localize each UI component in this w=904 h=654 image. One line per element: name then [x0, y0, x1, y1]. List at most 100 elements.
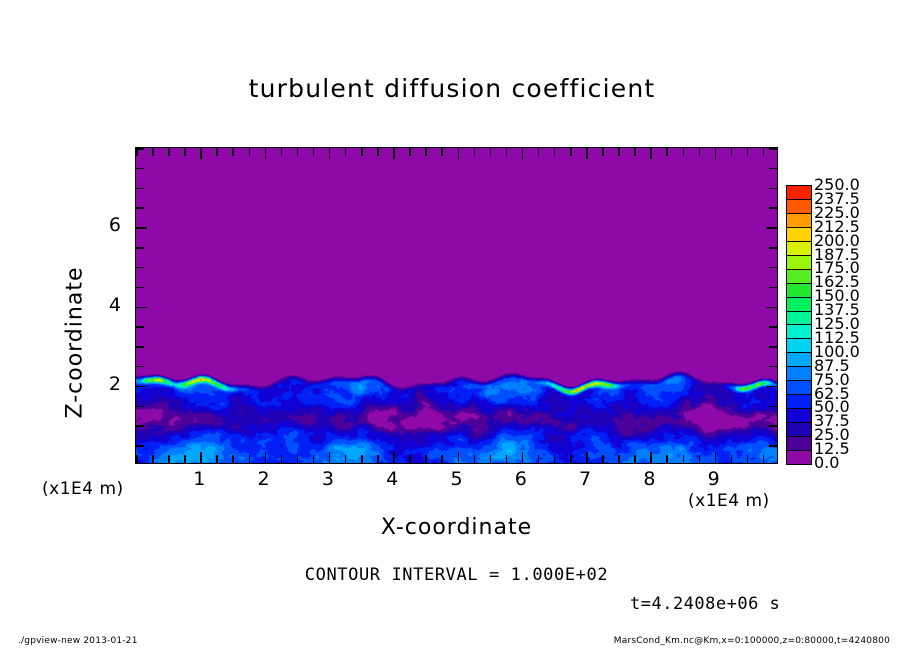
contour-plot-area [135, 147, 778, 464]
colorbar-band [787, 395, 811, 410]
x-tick [634, 455, 636, 463]
x-tick-top [570, 148, 572, 156]
x-tick [553, 455, 556, 463]
x-tick [168, 455, 170, 463]
colorbar-tick-label: 187.5 [814, 244, 860, 264]
colorbar-tick-label: 125.0 [814, 314, 860, 333]
x-tick-top [586, 148, 588, 159]
x-tick [328, 452, 331, 463]
x-tick-top [361, 148, 363, 156]
x-tick-top [762, 148, 765, 156]
y-tick-right [769, 425, 777, 427]
x-tick-top [698, 148, 701, 156]
colorbar-tick-label: 0.0 [814, 453, 840, 472]
colorbar-tick-label: 150.0 [814, 286, 860, 306]
x-tick [152, 455, 154, 463]
x-tick-top [393, 148, 395, 159]
colorbar-band [787, 367, 811, 382]
colorbar-tick-label: 50.0 [814, 397, 850, 417]
y-tick [136, 326, 144, 328]
x-tick [602, 455, 604, 463]
x-tick-top [473, 148, 476, 156]
x-tick-top [136, 148, 138, 156]
colorbar-band [787, 269, 811, 284]
x-tick-top [184, 148, 186, 156]
x-tick [762, 455, 765, 463]
x-tick [377, 455, 379, 463]
x-tick [409, 455, 411, 463]
y-tick [136, 445, 144, 447]
x-tick-top [216, 148, 218, 156]
x-tick [136, 455, 138, 463]
y-tick-right [769, 286, 777, 289]
x-tick-top [634, 148, 636, 156]
x-tick-top [537, 148, 540, 156]
x-tick [666, 455, 668, 463]
colorbar-tick-label: 12.5 [814, 439, 850, 459]
x-tick [586, 452, 588, 463]
x-tick [280, 455, 283, 463]
colorbar-band [787, 423, 811, 438]
x-tick [344, 455, 347, 463]
y-tick-right [769, 326, 777, 328]
colorbar-band [787, 255, 811, 270]
x-tick-top [377, 148, 379, 156]
colorbar-band [787, 437, 811, 452]
y-tick [136, 365, 144, 368]
x-tick-top [328, 148, 331, 159]
x-tick [264, 452, 267, 463]
x-tick-top [682, 148, 685, 156]
colorbar-band [787, 199, 811, 214]
colorbar-band [787, 339, 811, 354]
colorbar-band [787, 451, 811, 464]
x-tick [232, 455, 234, 463]
colorbar-tick-label: 25.0 [814, 425, 850, 445]
x-tick [682, 455, 685, 463]
y-tick-right [769, 405, 777, 408]
x-tick-top [650, 148, 652, 159]
x-tick-top [457, 148, 459, 159]
y-tick-right [769, 247, 777, 249]
colorbar-tick-label: 237.5 [814, 188, 860, 208]
footer-source-label: MarsCond_Km.nc@Km,x=0:100000,z=0:80000,t… [613, 636, 890, 646]
x-tick-top [200, 148, 202, 159]
y-tick-right [769, 148, 777, 150]
colorbar-tick-label: 162.5 [814, 272, 860, 292]
y-tick [136, 286, 144, 289]
colorbar-tick-label: 100.0 [814, 341, 860, 361]
x-tick [312, 455, 315, 463]
x-tick-top [618, 148, 620, 156]
z-unit-label: (x1E4 m) [42, 479, 124, 499]
x-tick-top [312, 148, 315, 156]
x-tick-top [746, 148, 749, 156]
colorbar-band [787, 311, 811, 326]
x-tick [200, 452, 202, 463]
x-tick [698, 455, 701, 463]
x-tick [746, 455, 749, 463]
colorbar [786, 185, 812, 465]
x-tick-top [280, 148, 283, 156]
y-tick [136, 346, 144, 348]
x-tick-label: 7 [579, 468, 592, 490]
x-tick [248, 455, 251, 463]
y-tick-right [769, 365, 777, 368]
colorbar-band [787, 297, 811, 312]
x-tick [184, 455, 186, 463]
x-tick [714, 452, 717, 463]
colorbar-band [787, 227, 811, 242]
y-tick-right [769, 346, 777, 348]
colorbar-tick-label: 175.0 [814, 258, 860, 278]
x-tick-label: 4 [386, 468, 399, 490]
x-tick-label: 9 [707, 468, 720, 490]
turbulence-field-canvas [136, 148, 777, 463]
x-tick-top [248, 148, 251, 156]
x-tick-top [232, 148, 234, 156]
x-tick [570, 455, 572, 463]
x-tick-top [264, 148, 267, 159]
y-tick-right [769, 187, 777, 190]
y-tick [136, 385, 147, 388]
x-tick-label: 8 [643, 468, 656, 490]
y-tick-right [766, 306, 777, 308]
footer-command-label: ./gpview-new 2013-01-21 [18, 636, 138, 646]
x-tick [296, 455, 299, 463]
